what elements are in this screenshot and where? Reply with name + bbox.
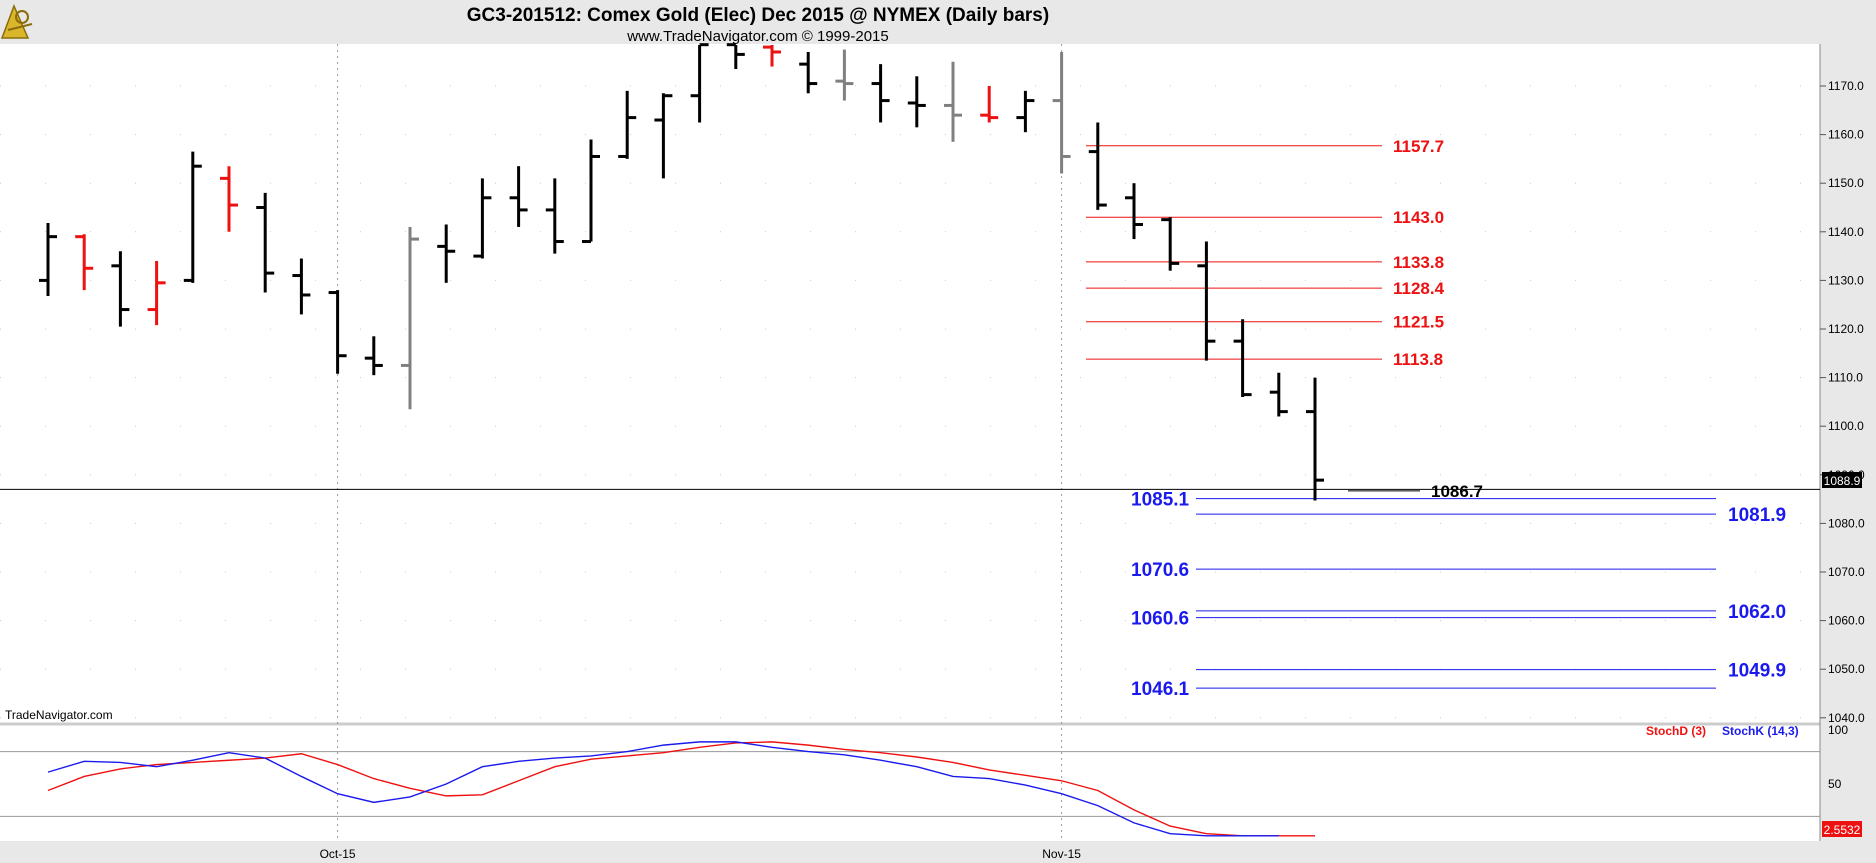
last-price-badge (1822, 472, 1862, 488)
stoch-tick-label: 100 (1828, 723, 1848, 737)
ohlc-bar (1016, 90, 1035, 133)
stoch-panel (0, 725, 1820, 841)
ohlc-bar (654, 93, 673, 179)
stoch-series-line (47, 741, 1315, 837)
stoch-series-line (47, 741, 1279, 837)
x-tick-label: Nov-15 (1042, 847, 1081, 861)
ohlc-bar (256, 192, 275, 293)
y-tick-label: 1080.0 (1828, 516, 1865, 530)
y-tick-label: 1170.0 (1828, 79, 1864, 93)
support-label: 1081.9 (1728, 505, 1786, 526)
ohlc-bar (582, 139, 600, 244)
black-level-label: 1086.7 (1431, 482, 1483, 501)
watermark: TradeNavigator.com (5, 708, 113, 722)
ohlc-bar (1233, 319, 1252, 398)
x-axis-ticks: Oct-15 Nov-15 (320, 847, 1082, 861)
resistance-label: 1121.5 (1393, 313, 1444, 332)
legend-stoch-d: StochD (3) (1646, 724, 1706, 738)
resistance-label: 1143.0 (1393, 208, 1444, 227)
ohlc-bar (75, 234, 94, 291)
support-label: 1046.1 (1131, 679, 1190, 700)
y-tick-label: 1060.0 (1828, 614, 1865, 628)
x-axis-bar (0, 841, 1876, 863)
resistance-label: 1128.4 (1393, 279, 1445, 298)
ohlc-bar (944, 61, 962, 142)
ohlc-bar (907, 76, 926, 128)
legend-stoch-k: StochK (14,3) (1722, 724, 1799, 738)
ohlc-bar (1197, 241, 1216, 361)
ohlc-bar (799, 51, 818, 94)
grid (0, 44, 1820, 841)
last-price-value: 1088.9 (1824, 474, 1861, 488)
support-label: 1049.9 (1728, 661, 1786, 682)
ohlc-bar (39, 223, 57, 296)
support-label: 1070.6 (1131, 560, 1189, 581)
resistance-label: 1157.7 (1393, 137, 1444, 156)
ohlc-bar (1269, 372, 1288, 417)
title-bar (0, 0, 1876, 44)
x-tick-label: Oct-15 (320, 847, 356, 861)
y-axis-ticks: 1170.0 1160.0 1150.0 1140.0 1130.0 1120.0 1110… (1820, 79, 1865, 791)
ohlc-bar (437, 224, 456, 283)
y-tick-label: 1160.0 (1828, 128, 1864, 142)
y-tick-label: 1100.0 (1828, 419, 1864, 433)
ohlc-bar (835, 49, 854, 101)
price-levels: 1157.7 1143.0 1133.8 1128.4 1121.5 1113.8 1085… (0, 137, 1820, 700)
stoch-bands (0, 751, 1820, 817)
trade-navigator-logo-icon (0, 4, 33, 39)
y-tick-label: 1040.0 (1828, 711, 1865, 725)
ohlc-bar (1125, 183, 1143, 240)
ohlc-bar (545, 178, 564, 254)
resistance-label: 1113.8 (1393, 350, 1443, 369)
y-tick-label: 1070.0 (1828, 565, 1865, 579)
ohlc-bar (980, 86, 999, 123)
y-tick-label: 1120.0 (1828, 322, 1864, 336)
ohlc-bar (1052, 51, 1071, 174)
ohlc-bar (690, 43, 709, 123)
ohlc-bar (871, 64, 890, 123)
ohlc-bar (328, 290, 347, 374)
stoch-tick-label: 50 (1828, 777, 1842, 791)
chart-subtitle: www.TradeNavigator.com © 1999-2015 (626, 28, 888, 45)
ohlc-bar (726, 43, 745, 69)
resistance-label: 1133.8 (1393, 253, 1444, 272)
ohlc-bar (364, 336, 383, 376)
ohlc-bar (111, 251, 130, 327)
price-panel (0, 44, 1820, 723)
ohlc-bar (763, 45, 781, 67)
ohlc-bar (220, 166, 238, 232)
y-axis-bar (1820, 44, 1876, 841)
y-tick-label: 1110.0 (1828, 371, 1863, 385)
ohlc-bar (147, 260, 166, 326)
ohlc-bar (1088, 122, 1107, 210)
ohlc-bar (183, 151, 202, 283)
ohlc-bar (1161, 217, 1180, 271)
stoch-last-badge (1822, 821, 1862, 837)
chart-title: GC3-201512: Comex Gold (Elec) Dec 2015 @… (467, 5, 1049, 26)
ohlc-bar (1306, 377, 1324, 501)
ohlc-bar (618, 90, 637, 159)
y-tick-label: 1130.0 (1828, 273, 1864, 287)
y-tick-label: 1140.0 (1828, 225, 1864, 239)
y-tick-label: 1150.0 (1828, 176, 1864, 190)
y-tick-label: 1050.0 (1828, 662, 1865, 676)
stoch-last-value: 2.5532 (1824, 823, 1861, 837)
support-label: 1085.1 (1131, 490, 1190, 511)
ohlc-bars (39, 43, 1324, 501)
stochastic-lines (47, 741, 1315, 837)
support-label: 1060.6 (1131, 609, 1189, 630)
support-label: 1062.0 (1728, 602, 1786, 623)
ohlc-bar (292, 258, 311, 315)
ohlc-bar (473, 178, 492, 259)
ohlc-bar (509, 166, 528, 227)
ohlc-bar (401, 226, 419, 410)
